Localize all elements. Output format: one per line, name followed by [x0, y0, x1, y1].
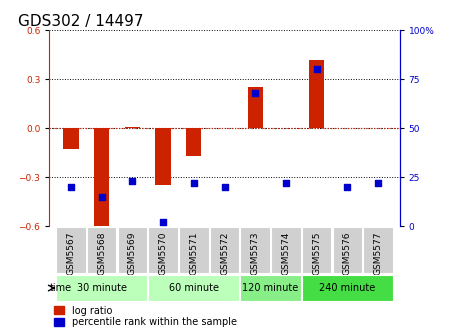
- Point: [313, 67, 320, 72]
- FancyBboxPatch shape: [302, 227, 331, 273]
- Text: 240 minute: 240 minute: [319, 283, 375, 293]
- Bar: [309, 59, 324, 128]
- Bar: [186, 128, 202, 156]
- Text: 60 minute: 60 minute: [169, 283, 219, 293]
- FancyBboxPatch shape: [148, 227, 178, 273]
- Point: [98, 194, 105, 199]
- FancyBboxPatch shape: [56, 275, 147, 301]
- FancyBboxPatch shape: [241, 275, 301, 301]
- FancyBboxPatch shape: [148, 275, 239, 301]
- Text: GSM5574: GSM5574: [282, 232, 291, 275]
- Text: GSM5568: GSM5568: [97, 232, 106, 275]
- Point: [251, 90, 259, 95]
- Point: [159, 219, 167, 225]
- Legend: log ratio, percentile rank within the sample: log ratio, percentile rank within the sa…: [54, 305, 237, 328]
- Text: GSM5571: GSM5571: [189, 232, 198, 275]
- Point: [344, 184, 351, 190]
- Text: GSM5575: GSM5575: [312, 232, 321, 275]
- Text: GSM5577: GSM5577: [374, 232, 383, 275]
- Text: GSM5567: GSM5567: [66, 232, 75, 275]
- Text: GSM5569: GSM5569: [128, 232, 137, 275]
- Text: GSM5570: GSM5570: [158, 232, 167, 275]
- Text: GDS302 / 14497: GDS302 / 14497: [18, 14, 143, 29]
- Bar: [63, 128, 79, 149]
- Text: 120 minute: 120 minute: [242, 283, 299, 293]
- Point: [221, 184, 228, 190]
- Point: [374, 180, 382, 186]
- Bar: [125, 127, 140, 128]
- FancyBboxPatch shape: [56, 227, 86, 273]
- FancyBboxPatch shape: [363, 227, 393, 273]
- Bar: [94, 128, 109, 226]
- Text: GSM5576: GSM5576: [343, 232, 352, 275]
- Text: 30 minute: 30 minute: [77, 283, 127, 293]
- FancyBboxPatch shape: [118, 227, 147, 273]
- FancyBboxPatch shape: [210, 227, 239, 273]
- Bar: [155, 128, 171, 185]
- FancyBboxPatch shape: [302, 275, 393, 301]
- Text: GSM5572: GSM5572: [220, 232, 229, 275]
- FancyBboxPatch shape: [333, 227, 362, 273]
- FancyBboxPatch shape: [179, 227, 208, 273]
- Text: GSM5573: GSM5573: [251, 232, 260, 275]
- FancyBboxPatch shape: [241, 227, 270, 273]
- Text: time: time: [50, 283, 72, 293]
- Bar: [247, 87, 263, 128]
- FancyBboxPatch shape: [271, 227, 301, 273]
- Point: [67, 184, 75, 190]
- Point: [282, 180, 290, 186]
- Point: [129, 178, 136, 184]
- Point: [190, 180, 198, 186]
- FancyBboxPatch shape: [87, 227, 116, 273]
